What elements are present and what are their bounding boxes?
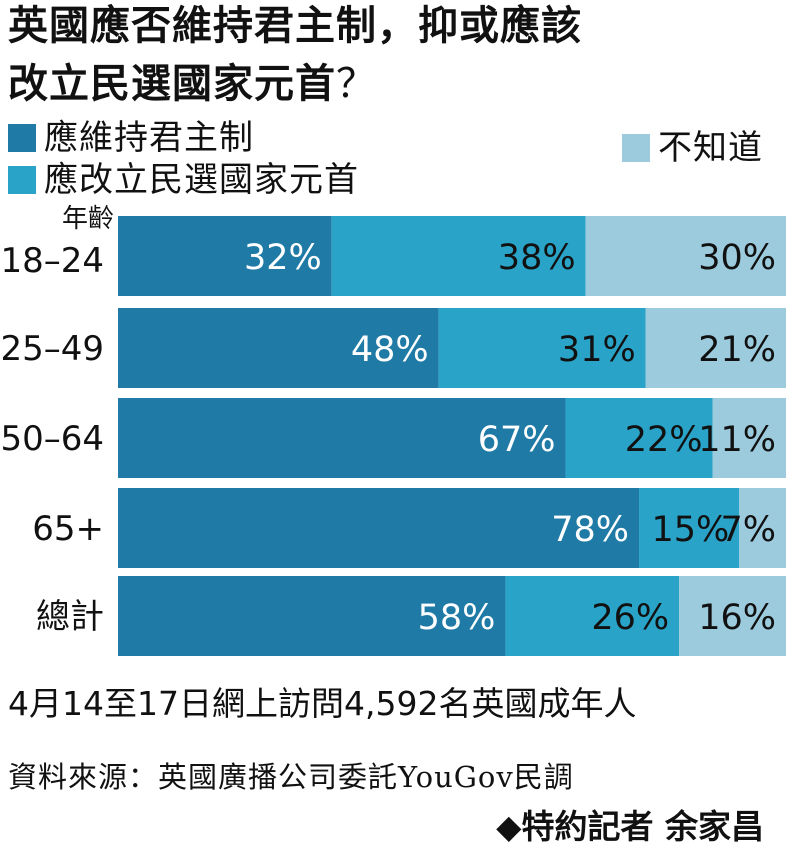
data-label-dont-know: 7%: [720, 510, 776, 550]
data-label-elected-head: 26%: [591, 598, 669, 638]
stacked-bar-chart: 18–24 32% 38% 30%25–49 48% 31% 21%50–64 67% 22%1…: [0, 216, 786, 656]
legend-label-elected-head: 應改立民選國家元首: [44, 160, 359, 200]
data-label-keep-monarchy: 67%: [478, 420, 556, 460]
data-label-dont-know: 11%: [698, 420, 776, 460]
legend-item-keep-monarchy: 應維持君主制: [8, 118, 254, 158]
category-label: 50–64: [0, 419, 104, 459]
legend-swatch-dont-know: [622, 134, 650, 162]
bar-segment-keep-monarchy: [118, 488, 640, 568]
data-source: 資料來源：英國廣播公司委託YouGov民調: [8, 760, 574, 794]
legend-item-elected-head: 應改立民選國家元首: [8, 160, 359, 200]
data-label-keep-monarchy: 78%: [551, 510, 629, 550]
legend-label-dont-know: 不知道: [658, 128, 763, 168]
category-label: 18–24: [0, 241, 104, 281]
data-label-dont-know: 21%: [698, 330, 776, 370]
title-question-mark: ？: [336, 61, 377, 107]
bar-segment-keep-monarchy: [118, 216, 332, 296]
data-label-elected-head: 22%: [625, 420, 703, 460]
bar-segment-keep-monarchy: [118, 576, 506, 656]
bar-segment-elected-head: [505, 576, 680, 656]
age-axis-header: 年齡: [62, 204, 115, 234]
data-label-elected-head: 31%: [558, 330, 636, 370]
legend-label-keep-monarchy: 應維持君主制: [44, 118, 254, 158]
legend-swatch-elected-head: [8, 166, 36, 194]
bar-segment-dont-know: [645, 308, 786, 388]
data-label-keep-monarchy: 48%: [351, 330, 429, 370]
bar-segment-elected-head: [438, 308, 646, 388]
bar-segment-elected-head: [639, 488, 740, 568]
legend-swatch-keep-monarchy: [8, 124, 36, 152]
data-label-keep-monarchy: 58%: [418, 598, 496, 638]
bar-segment-keep-monarchy: [118, 308, 439, 388]
bar-segment-elected-head: [331, 216, 586, 296]
chart-title-line-1: 英國應否維持君主制，抑或應該: [8, 3, 582, 49]
bar-segment-keep-monarchy: [118, 398, 566, 478]
bar-segment-dont-know: [712, 398, 786, 478]
reporter-credit: ◆特約記者 余家昌: [496, 807, 764, 846]
data-label-elected-head: 38%: [498, 238, 576, 278]
data-label-keep-monarchy: 32%: [244, 238, 322, 278]
bar-segment-dont-know: [585, 216, 786, 296]
chart-title-line-2: 改立民選國家元首？: [8, 60, 377, 108]
category-label: 25–49: [0, 329, 104, 369]
data-label-dont-know: 30%: [698, 238, 776, 278]
bar-segment-elected-head: [565, 398, 713, 478]
survey-note: 4月14至17日網上訪問4,592名英國成年人: [8, 684, 637, 723]
category-label: 總計: [36, 597, 104, 637]
bar-segment-dont-know: [739, 488, 786, 568]
category-label: 65+: [32, 509, 104, 549]
data-label-dont-know: 16%: [698, 598, 776, 638]
data-label-elected-head: 15%: [651, 510, 729, 550]
legend-item-dont-know: 不知道: [622, 128, 763, 168]
title-line-2-text: 改立民選國家元首: [8, 61, 336, 107]
bar-segment-dont-know: [679, 576, 786, 656]
